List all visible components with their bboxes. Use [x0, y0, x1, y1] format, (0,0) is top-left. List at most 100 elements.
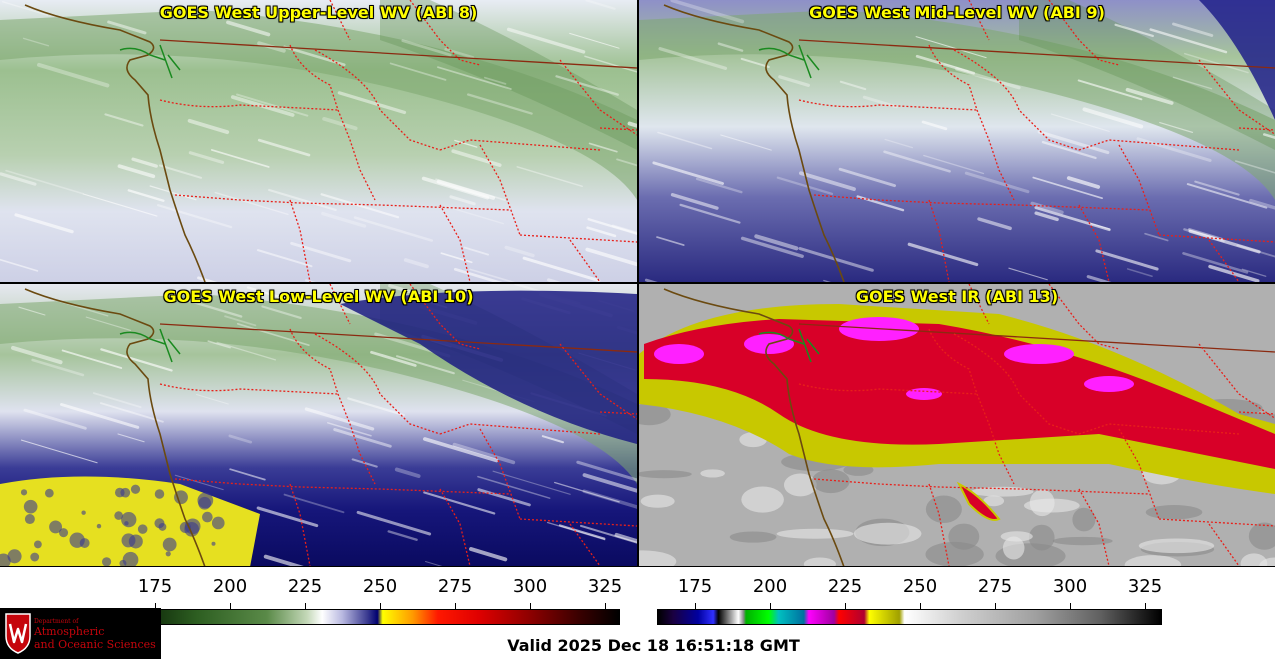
panel-imagery: [0, 284, 637, 567]
colorbar-tick: [845, 603, 846, 609]
cloud-speck: [59, 528, 69, 538]
panel-upper-level-wv: GOES West Upper-Level WV (ABI 8): [0, 0, 637, 282]
panel-mid-level-wv: GOES West Mid-Level WV (ABI 9): [639, 0, 1275, 282]
cloud-streak: [226, 20, 271, 37]
cloud-streak: [1125, 87, 1174, 105]
cloud-streak: [554, 481, 620, 503]
cloud-speck: [49, 520, 63, 534]
cloud-streak: [1241, 268, 1267, 277]
cloud-streak: [2, 1, 49, 16]
cloud-streak: [1149, 28, 1228, 54]
cloud-streak: [1030, 201, 1064, 215]
sound-waters: [119, 44, 181, 79]
cloud-speck: [158, 522, 167, 531]
cloud-speck: [81, 510, 86, 515]
coldest-core: [1004, 344, 1074, 364]
cloud-streak: [85, 316, 132, 331]
low-cloud: [729, 531, 777, 543]
colorbar-tick-label: 300: [512, 576, 548, 597]
cloud-streak: [14, 213, 74, 234]
state-border: [1158, 518, 1275, 527]
cloud-speck: [96, 523, 102, 529]
coldest-core: [654, 344, 704, 364]
cloud-streak: [1172, 76, 1213, 90]
sound-waters: [119, 328, 181, 363]
colorbar-tick: [230, 603, 231, 609]
cloud-streak: [798, 247, 874, 272]
moisture-band: [380, 0, 637, 150]
low-cloud: [640, 494, 675, 508]
cloud-streak: [644, 278, 658, 282]
cloud-streak: [823, 279, 831, 282]
cloud-streak: [403, 258, 429, 269]
cloud-speck: [44, 488, 54, 498]
low-cloud: [1002, 536, 1025, 560]
panel-ir: GOES West IR (ABI 13): [639, 284, 1275, 567]
cloud-speck: [122, 551, 139, 567]
cloud-streak: [117, 433, 145, 443]
low-cloud: [1028, 524, 1055, 551]
cloud-streak: [778, 75, 810, 87]
low-cloud: [1000, 531, 1033, 542]
cloud-streak: [717, 42, 744, 52]
cloud-streak: [558, 524, 606, 540]
cloud-streak: [246, 286, 293, 302]
cloud-streak: [1066, 176, 1101, 189]
intl-border: [159, 39, 637, 69]
state-border: [1118, 428, 1160, 520]
cloud-streak: [127, 189, 165, 202]
low-cloud: [1029, 489, 1055, 517]
intl-border: [159, 323, 637, 353]
cloud-streak: [283, 45, 346, 67]
cloud-streak: [585, 247, 637, 267]
cloud-streak: [454, 139, 478, 148]
state-border: [314, 49, 441, 151]
state-border: [159, 383, 339, 395]
state-border: [409, 284, 481, 350]
cloud-streak: [256, 506, 319, 528]
panel-divider-horizontal: [0, 282, 1275, 284]
low-cloud: [925, 541, 984, 567]
state-border: [174, 194, 511, 211]
cloud-streak: [327, 422, 372, 437]
low-cloud: [639, 403, 671, 426]
low-cloud: [853, 522, 922, 545]
low-cloud: [983, 495, 1005, 507]
cloud-streak: [579, 524, 637, 544]
cloud-speck: [211, 541, 216, 546]
panel-imagery: [639, 284, 1275, 567]
cloud-streak: [229, 468, 266, 481]
cloud-streak: [1082, 107, 1144, 129]
cloud-streak: [1037, 130, 1110, 155]
coldest-core: [906, 388, 942, 400]
low-cloud: [1052, 536, 1113, 546]
cloud-streak: [451, 149, 502, 167]
low-cloud: [1124, 555, 1182, 567]
cloud-streak: [1032, 176, 1103, 200]
cloud-streak: [477, 475, 551, 499]
cloud-streak: [356, 510, 432, 536]
cloud-streak: [188, 151, 225, 164]
colorbar-tick: [770, 603, 771, 609]
cloud-streak: [196, 393, 229, 405]
cloud-streak: [187, 118, 230, 135]
state-border: [813, 194, 1150, 211]
cloud-streak: [657, 131, 713, 150]
sound-waters: [758, 328, 820, 363]
cloud-streak: [92, 392, 142, 409]
cloud-streak: [157, 204, 233, 229]
cloud-streak: [210, 149, 270, 168]
cloud-streak: [466, 93, 533, 115]
state-border: [1208, 239, 1240, 282]
cloud-streak: [614, 532, 637, 544]
cloud-streak: [100, 348, 173, 372]
cold-cloud-tops: [644, 319, 1275, 469]
cloud-speck: [33, 540, 42, 549]
low-cloud: [700, 469, 725, 478]
colorbar-tick-label: 200: [212, 576, 248, 597]
cloud-streak: [437, 66, 512, 90]
cloud-streak: [230, 95, 295, 117]
cloud-streak: [463, 246, 489, 256]
logo-dept-line: Department of: [34, 618, 79, 625]
cloud-streak: [5, 169, 84, 195]
